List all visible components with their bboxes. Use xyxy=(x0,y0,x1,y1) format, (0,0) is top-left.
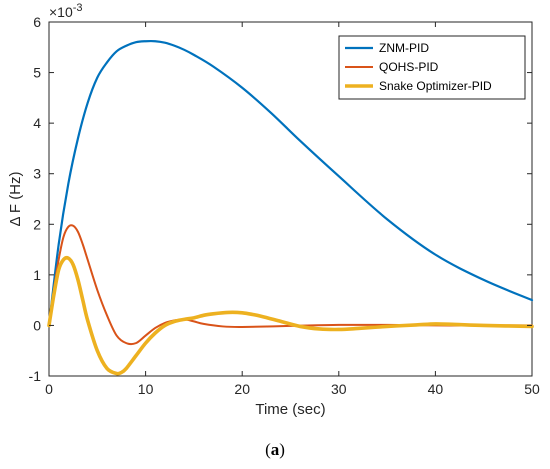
y-tick-label: 2 xyxy=(33,216,41,232)
x-tick-label: 40 xyxy=(428,381,444,397)
x-tick-label: 0 xyxy=(45,381,53,397)
legend-label: Snake Optimizer-PID xyxy=(379,79,492,93)
figure-caption: (a) xyxy=(265,440,285,459)
series-line-3 xyxy=(47,255,534,376)
legend-label: QOHS-PID xyxy=(379,60,439,74)
legend: ZNM-PID QOHS-PID Snake Optimizer-PID xyxy=(338,35,526,100)
x-tick-label: 30 xyxy=(331,381,347,397)
x-axis-title: Time (sec) xyxy=(255,401,325,418)
y-tick-label: 3 xyxy=(33,166,41,182)
x-tick-label: 20 xyxy=(234,381,250,397)
y-tick-label: 5 xyxy=(33,65,41,81)
y-tick-label: 0 xyxy=(33,317,41,333)
y-axis-exponent: ×10-3 xyxy=(49,2,83,20)
series-line-1 xyxy=(47,39,534,327)
x-tick-label: 10 xyxy=(138,381,154,397)
x-tick-label: 50 xyxy=(524,381,540,397)
series-layer xyxy=(47,39,534,376)
y-tick-label: -1 xyxy=(29,368,42,384)
caption-letter: a xyxy=(270,440,280,459)
legend-label: ZNM-PID xyxy=(379,41,429,55)
y-axis-title: Δ F (Hz) xyxy=(7,171,24,226)
y-tick-label: 6 xyxy=(33,14,41,30)
y-tick-label: 4 xyxy=(33,115,41,131)
y-tick-label: 1 xyxy=(33,267,41,283)
